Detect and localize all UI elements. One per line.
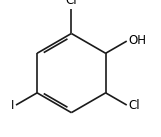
Text: Cl: Cl <box>128 99 140 112</box>
Text: OH: OH <box>128 34 146 47</box>
Text: Cl: Cl <box>66 0 77 7</box>
Text: I: I <box>11 99 14 112</box>
